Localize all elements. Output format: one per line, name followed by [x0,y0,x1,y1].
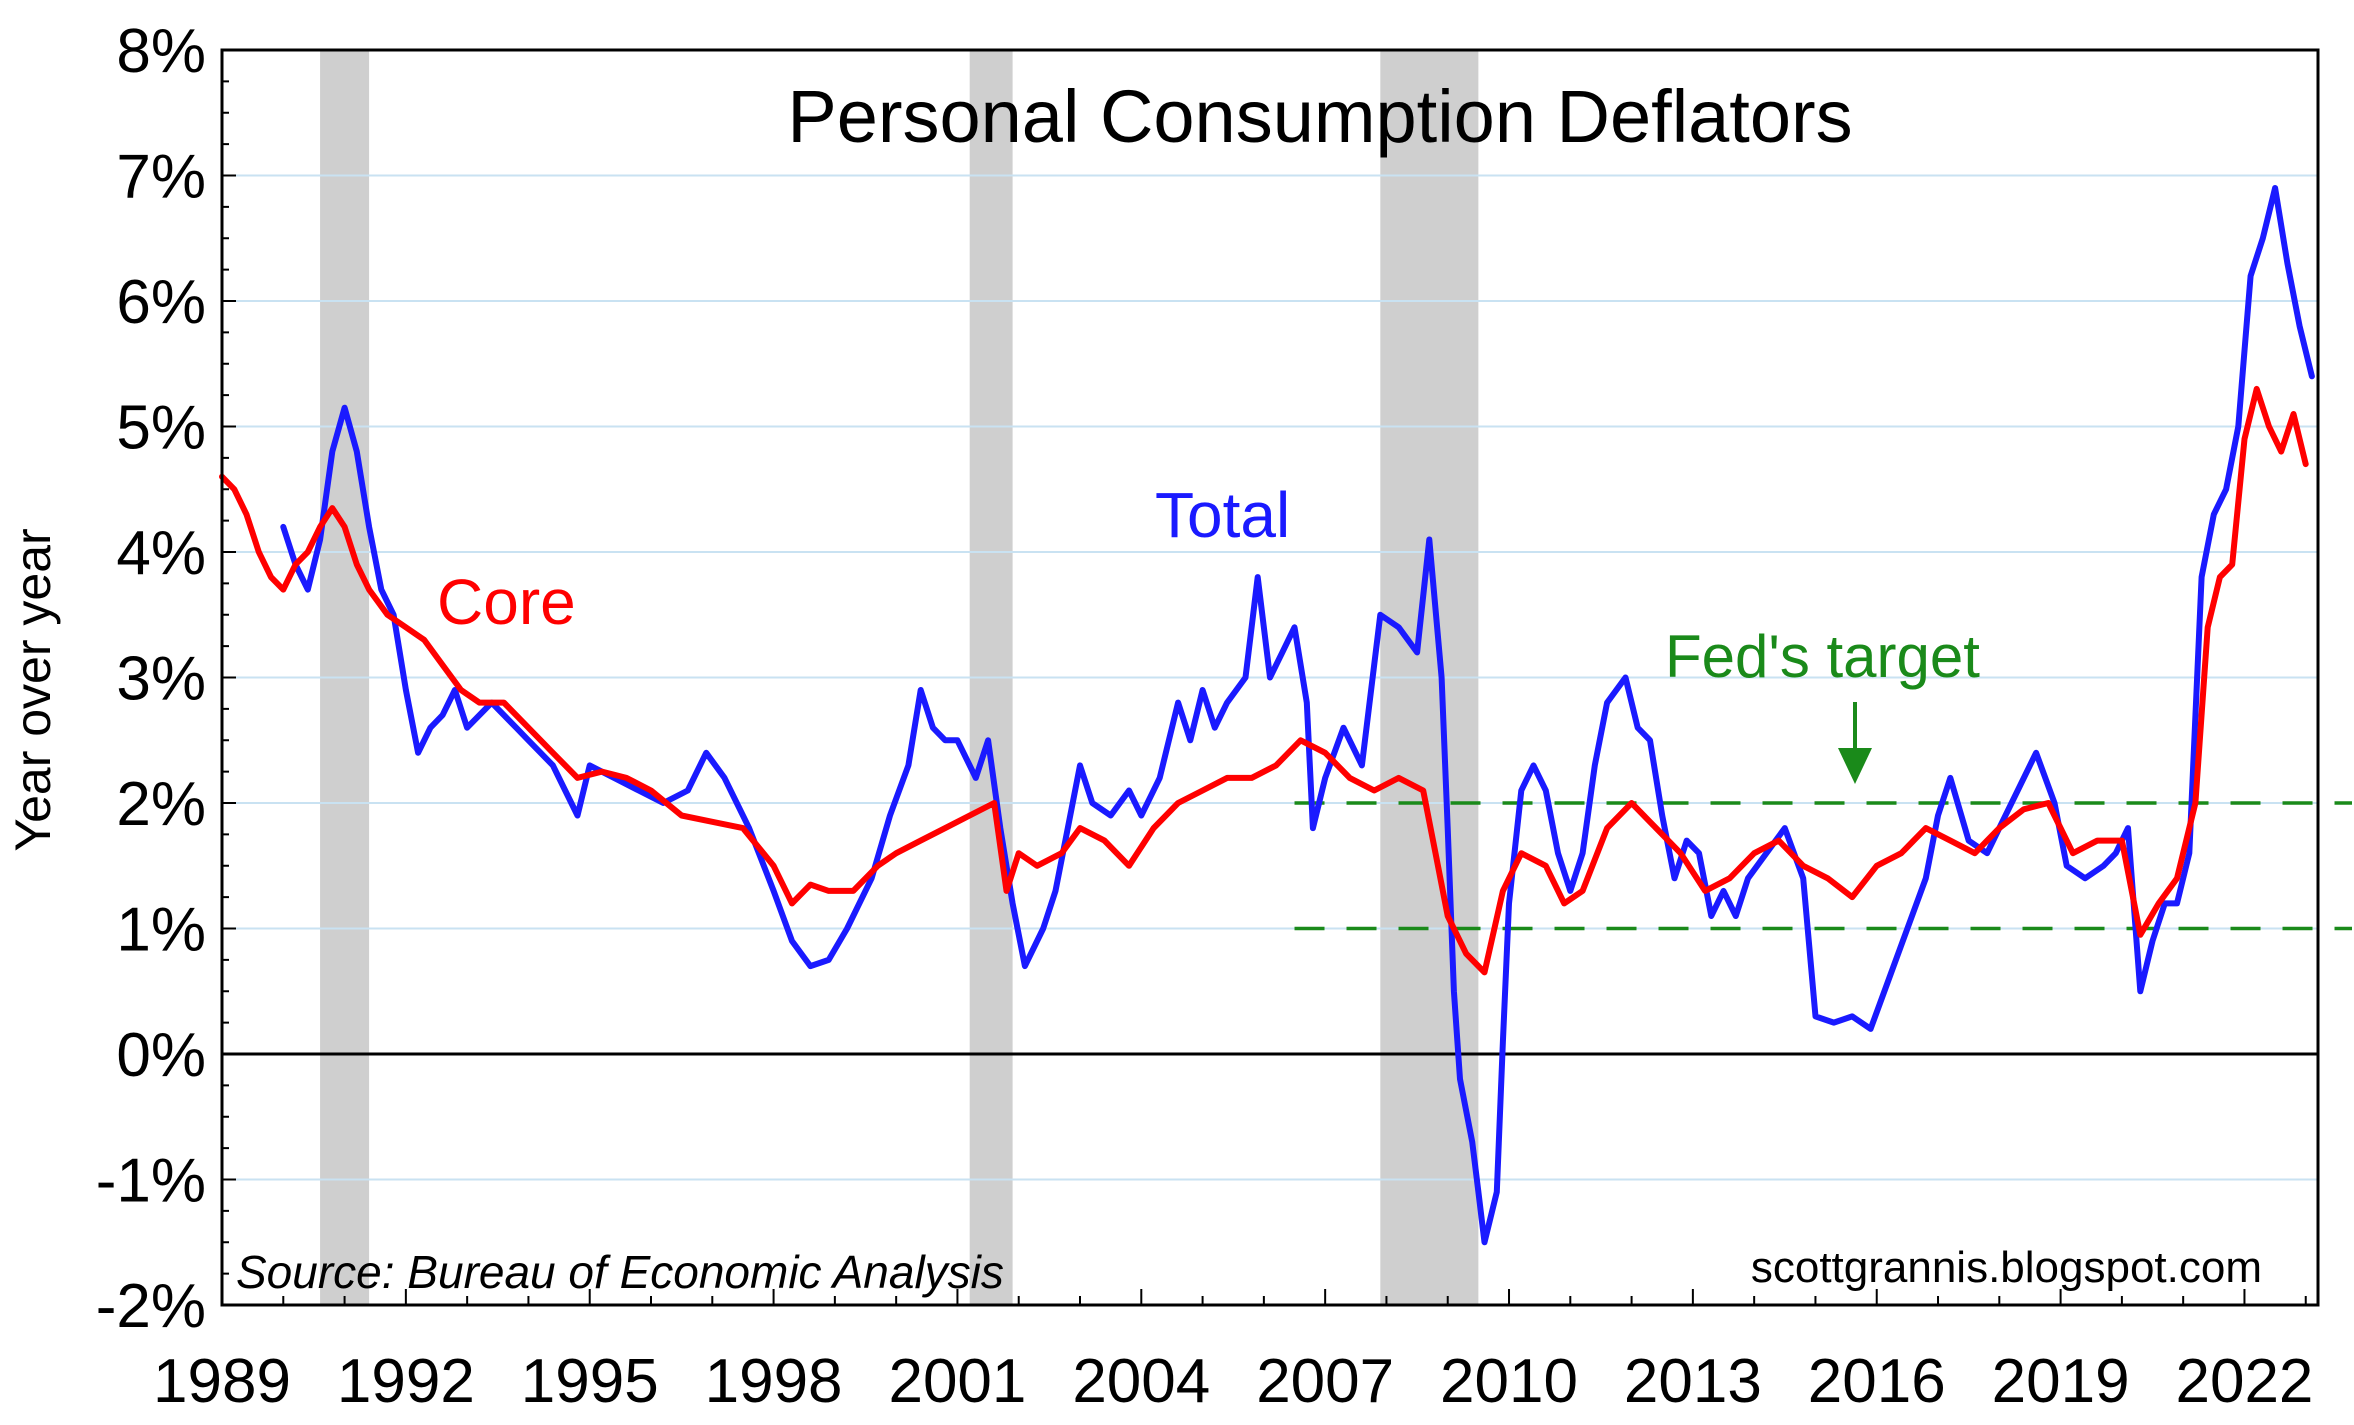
x-tick-label: 1989 [153,1347,291,1416]
fed-target-arrow [1838,702,1872,784]
fed-target-band [1294,801,2352,931]
x-tick-label: 2022 [2175,1347,2313,1416]
series-label-total: Total [1155,479,1290,551]
watermark: scottgrannis.blogspot.com [1751,1243,2262,1292]
y-tick-label: 8% [116,17,206,86]
x-tick-label: 2010 [1440,1347,1578,1416]
x-tick-label: 1995 [521,1347,659,1416]
series-lines [219,185,2315,1246]
series-label-core: Core [437,566,576,638]
y-tick-label: 5% [116,394,206,463]
grid-lines [222,174,2318,1181]
y-tick-label: -1% [96,1147,206,1216]
x-tick-label: 2001 [888,1347,1026,1416]
y-tick-label: 7% [116,143,206,212]
axes: -2% -1% 0% 1% 2% 3% 4% 5% 6% 7% 8% 1989 1992 1995 1998… [96,17,2314,1416]
y-axis-label: Year over year [5,528,61,851]
x-tick-label: 2019 [1992,1347,2130,1416]
x-tick-label: 2004 [1072,1347,1210,1416]
x-tick-label: 1998 [705,1347,843,1416]
y-tick-label: 3% [116,645,206,714]
source-note: Source: Bureau of Economic Analysis [236,1246,1004,1298]
chart-title: Personal Consumption Deflators [787,75,1852,158]
series-line-core [219,385,2309,976]
x-tick-label: 2016 [1808,1347,1946,1416]
x-tick-label: 2013 [1624,1347,1762,1416]
y-tick-label: 6% [116,268,206,337]
series-line-total [280,185,2315,1246]
y-tick-label: 1% [116,896,206,965]
y-tick-label: 0% [116,1021,206,1090]
fed-target-label: Fed's target [1665,623,1980,690]
x-tick-label: 1992 [337,1347,475,1416]
y-tick-label: -2% [96,1272,206,1341]
y-tick-label: 4% [116,519,206,588]
x-tick-label: 2007 [1256,1347,1394,1416]
y-tick-label: 2% [116,770,206,839]
